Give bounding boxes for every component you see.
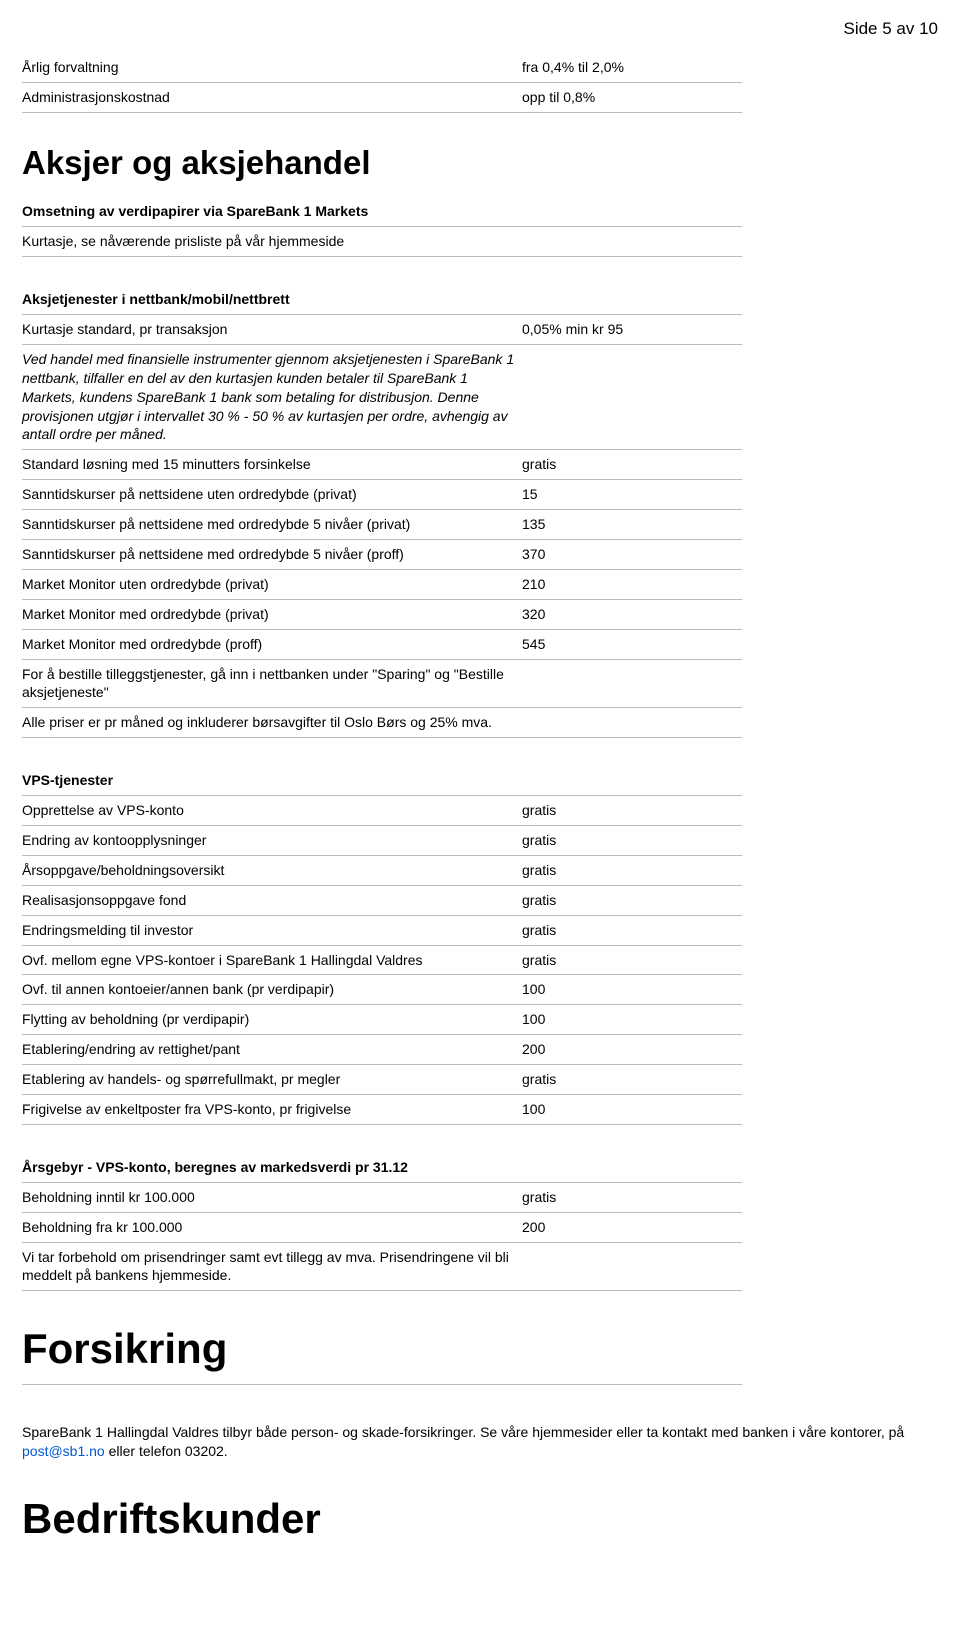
aksjetj-header: Aksjetjenester i nettbank/mobil/nettbret…	[22, 285, 742, 314]
omsetning-value	[522, 227, 742, 257]
table-row-value: 200	[522, 1212, 742, 1242]
table-row-label: Standard løsning med 15 minutters forsin…	[22, 450, 522, 480]
forsikring-text-before: SpareBank 1 Hallingdal Valdres tilbyr bå…	[22, 1424, 904, 1440]
arsgebyr-header: Årsgebyr - VPS-konto, beregnes av marked…	[22, 1153, 742, 1182]
table-row-label: Market Monitor med ordredybde (proff)	[22, 629, 522, 659]
table-row-label: Opprettelse av VPS-konto	[22, 796, 522, 826]
table-row-value: 135	[522, 510, 742, 540]
table-row-value: gratis	[522, 796, 742, 826]
table-row-value: gratis	[522, 855, 742, 885]
table-row-label: Sanntidskurser på nettsidene med ordredy…	[22, 510, 522, 540]
table-row-value: 100	[522, 1094, 742, 1124]
table-row-value: 100	[522, 975, 742, 1005]
table-row-value: 370	[522, 539, 742, 569]
omsetning-label: Kurtasje, se nåværende prisliste på vår …	[22, 227, 522, 257]
table-row-value: 100	[522, 1005, 742, 1035]
table-row-label: Market Monitor uten ordredybde (privat)	[22, 569, 522, 599]
table-row-value	[522, 344, 742, 449]
table-row-label: Alle priser er pr måned og inkluderer bø…	[22, 708, 522, 738]
vps-header: VPS-tjenester	[22, 766, 742, 795]
forsikring-text-after: eller telefon 03202.	[105, 1443, 228, 1459]
table-row-label: Market Monitor med ordredybde (privat)	[22, 599, 522, 629]
table-row-value: gratis	[522, 915, 742, 945]
table-row-label: Beholdning fra kr 100.000	[22, 1212, 522, 1242]
aksjetjenester-table: Aksjetjenester i nettbank/mobil/nettbret…	[22, 285, 742, 738]
table-row-label: Årsoppgave/beholdningsoversikt	[22, 855, 522, 885]
aksjer-heading: Aksjer og aksjehandel	[22, 141, 938, 186]
table-row-label: Kurtasje standard, pr transaksjon	[22, 314, 522, 344]
table-row-value	[522, 1242, 742, 1291]
table-row-label: Realisasjonsoppgave fond	[22, 885, 522, 915]
table-row-value	[522, 708, 742, 738]
table-row-value: fra 0,4% til 2,0%	[522, 53, 742, 82]
table-row-value: gratis	[522, 1182, 742, 1212]
table-row-label: For å bestille tilleggstjenester, gå inn…	[22, 659, 522, 708]
table-row-label: Ovf. til annen kontoeier/annen bank (pr …	[22, 975, 522, 1005]
table-row-label: Beholdning inntil kr 100.000	[22, 1182, 522, 1212]
table-row-value: 15	[522, 480, 742, 510]
forsikring-heading: Forsikring	[22, 1321, 742, 1385]
table-row-value: gratis	[522, 945, 742, 975]
page-number: Side 5 av 10	[22, 18, 938, 41]
table-row-label: Endringsmelding til investor	[22, 915, 522, 945]
forvaltning-table: Årlig forvaltningfra 0,4% til 2,0%Admini…	[22, 53, 742, 113]
table-row-label: Ved handel med finansielle instrumenter …	[22, 344, 522, 449]
omsetning-header: Omsetning av verdipapirer via SpareBank …	[22, 197, 742, 226]
table-row-label: Administrasjonskostnad	[22, 82, 522, 112]
table-row-label: Ovf. mellom egne VPS-kontoer i SpareBank…	[22, 945, 522, 975]
table-row-value: opp til 0,8%	[522, 82, 742, 112]
table-row-label: Flytting av beholdning (pr verdipapir)	[22, 1005, 522, 1035]
table-row-value: 200	[522, 1035, 742, 1065]
table-row-label: Sanntidskurser på nettsidene uten ordred…	[22, 480, 522, 510]
table-row-label: Årlig forvaltning	[22, 53, 522, 82]
table-row-label: Frigivelse av enkeltposter fra VPS-konto…	[22, 1094, 522, 1124]
table-row-label: Etablering/endring av rettighet/pant	[22, 1035, 522, 1065]
omsetning-table: Omsetning av verdipapirer via SpareBank …	[22, 197, 742, 257]
table-row-value: 0,05% min kr 95	[522, 314, 742, 344]
table-row-label: Etablering av handels- og spørrefullmakt…	[22, 1065, 522, 1095]
table-row-label: Sanntidskurser på nettsidene med ordredy…	[22, 539, 522, 569]
table-row-label: Vi tar forbehold om prisendringer samt e…	[22, 1242, 522, 1291]
table-row-value: gratis	[522, 1065, 742, 1095]
table-row-value: 545	[522, 629, 742, 659]
table-row-value: gratis	[522, 825, 742, 855]
bedrift-heading: Bedriftskunder	[22, 1491, 742, 1554]
vps-table: VPS-tjenester Opprettelse av VPS-kontogr…	[22, 766, 742, 1125]
table-row-value: gratis	[522, 885, 742, 915]
arsgebyr-table: Årsgebyr - VPS-konto, beregnes av marked…	[22, 1153, 742, 1291]
table-row-label: Endring av kontoopplysninger	[22, 825, 522, 855]
forsikring-email-link[interactable]: post@sb1.no	[22, 1443, 105, 1459]
forsikring-text: SpareBank 1 Hallingdal Valdres tilbyr bå…	[22, 1423, 942, 1461]
table-row-value: 320	[522, 599, 742, 629]
table-row-value	[522, 659, 742, 708]
table-row-value: 210	[522, 569, 742, 599]
table-row-value: gratis	[522, 450, 742, 480]
